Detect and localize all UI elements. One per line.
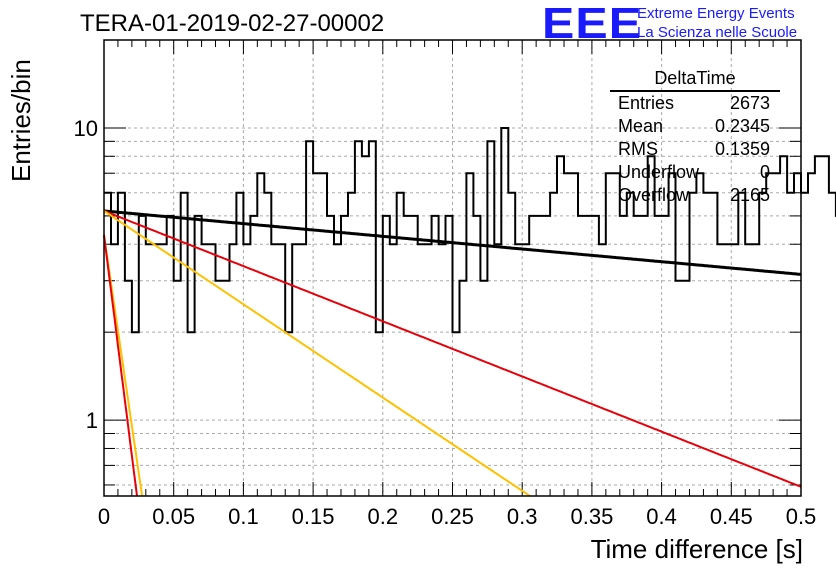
plot-frame bbox=[103, 39, 802, 497]
y-tick-label: 1 bbox=[86, 408, 98, 433]
eee-logo: EEE bbox=[542, 0, 643, 48]
stats-value: 2165 bbox=[729, 185, 770, 205]
x-tick-label: 0.2 bbox=[368, 504, 399, 529]
histogram-step bbox=[104, 127, 836, 334]
logo-text: Extreme Energy Events La Scienza nelle S… bbox=[637, 4, 797, 42]
stats-label: Entries bbox=[618, 93, 675, 113]
x-tick-label: 0.4 bbox=[646, 504, 677, 529]
stats-label: Overflow bbox=[618, 185, 690, 205]
x-tick-label: 0.15 bbox=[292, 504, 335, 529]
logo-line-1: Extreme Energy Events bbox=[637, 5, 795, 22]
x-axis-label: Time difference [s] bbox=[590, 534, 803, 564]
x-tick-label: 0.1 bbox=[228, 504, 259, 529]
x-tick-label: 0 bbox=[98, 504, 110, 529]
stats-value: 0.1359 bbox=[714, 139, 770, 159]
stats-box: DeltaTime Entries 2673 Mean 0.2345 RMS 0… bbox=[610, 68, 780, 207]
stats-row-mean: Mean 0.2345 bbox=[610, 115, 780, 138]
stats-label: Underflow bbox=[618, 162, 700, 182]
stats-title: DeltaTime bbox=[610, 68, 780, 92]
x-tick-label: 0.25 bbox=[431, 504, 474, 529]
fit-curve-1 bbox=[103, 209, 802, 488]
stats-value: 2673 bbox=[729, 93, 770, 113]
stats-label: Mean bbox=[618, 116, 664, 136]
stats-row-entries: Entries 2673 bbox=[610, 92, 780, 115]
y-tick-label: 10 bbox=[74, 116, 98, 141]
stats-value: 0.2345 bbox=[714, 116, 770, 136]
fit-curve-0 bbox=[103, 209, 802, 276]
logo-line-2: La Scienza nelle Scuole bbox=[637, 24, 798, 41]
fit-curve-2 bbox=[103, 210, 531, 497]
stats-row-rms: RMS 0.1359 bbox=[610, 138, 780, 161]
x-tick-label: 0.35 bbox=[570, 504, 613, 529]
x-tick-label: 0.3 bbox=[507, 504, 538, 529]
stats-row-overflow: Overflow 2165 bbox=[610, 184, 780, 207]
fit-curve-4 bbox=[103, 234, 138, 497]
x-tick-label: 0.05 bbox=[152, 504, 195, 529]
x-tick-label: 0.45 bbox=[710, 504, 753, 529]
y-axis-label: Entries/bin bbox=[6, 59, 36, 182]
chart-title: TERA-01-2019-02-27-00002 bbox=[80, 10, 385, 37]
stats-label: RMS bbox=[618, 139, 658, 159]
stats-value: 0 bbox=[759, 162, 770, 182]
x-tick-label: 0.5 bbox=[786, 504, 817, 529]
stats-row-underflow: Underflow 0 bbox=[610, 161, 780, 184]
